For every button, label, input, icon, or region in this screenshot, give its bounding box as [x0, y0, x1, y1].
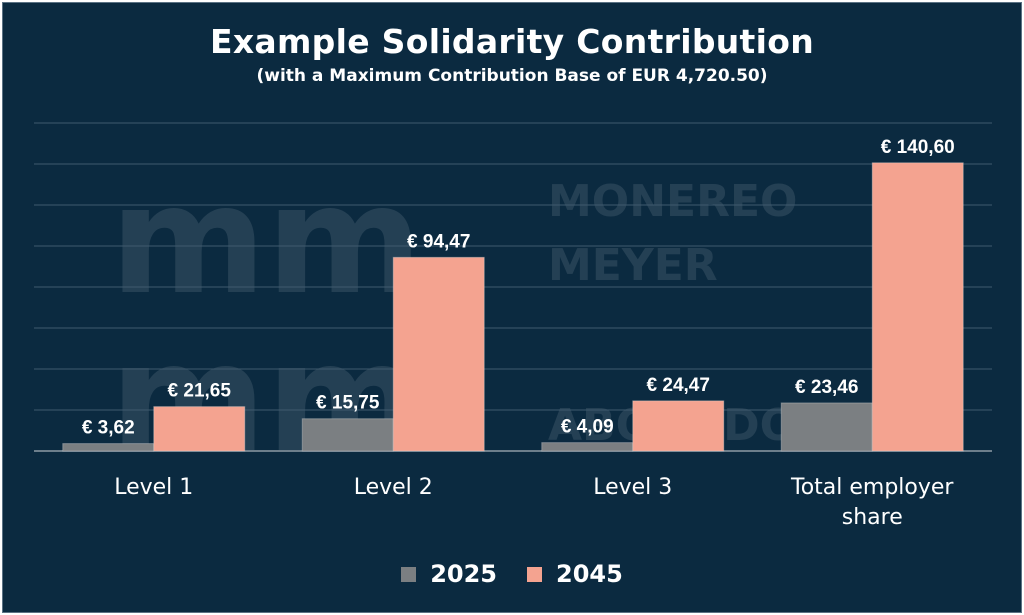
bar-2045-4	[871, 162, 964, 452]
bars	[62, 162, 964, 452]
legend-label-2045: 2045	[556, 560, 623, 588]
legend-item-2045: 2045	[527, 560, 623, 588]
legend-item-2025: 2025	[401, 560, 497, 588]
data-labels: € 3,62 € 21,65 € 15,75 € 94,47 € 4,09 € 24,47…	[82, 137, 955, 439]
bar-2045-2	[392, 256, 485, 452]
bar-2045-3	[632, 400, 725, 452]
watermark-text-line: MEYER	[548, 240, 718, 291]
x-tick-label-1: Level 1	[114, 475, 193, 500]
data-label-2025-1: € 3,62	[82, 418, 135, 439]
bar-2025-1	[62, 443, 155, 452]
data-label-2025-2: € 15,75	[316, 393, 380, 414]
bar-2025-3	[541, 442, 634, 452]
legend-swatch-2025	[401, 566, 417, 582]
watermark-text-line: MONEREO	[548, 176, 797, 227]
legend-label-2025: 2025	[430, 560, 497, 588]
chart-title: Example Solidarity Contribution	[209, 22, 814, 61]
bar-2045-1	[153, 406, 246, 452]
x-tick-labels: Level 1 Level 2 Level 3 Total employer share	[114, 475, 954, 530]
watermark-logo: mm	[110, 312, 423, 486]
data-label-2045-4: € 140,60	[881, 137, 955, 158]
chart-subtitle: (with a Maximum Contribution Base of EUR…	[256, 66, 768, 86]
x-tick-label-2: Level 2	[354, 475, 433, 500]
x-tick-label-3: Level 3	[593, 475, 672, 500]
data-label-2045-2: € 94,47	[407, 231, 470, 252]
bar-2025-2	[301, 418, 394, 452]
legend: 2025 2045	[0, 560, 1024, 588]
bar-2025-4	[780, 402, 873, 452]
data-label-2025-3: € 4,09	[561, 417, 614, 438]
data-label-2045-1: € 21,65	[168, 381, 232, 402]
legend-swatch-2045	[527, 566, 542, 582]
data-label-2025-4: € 23,46	[795, 377, 858, 398]
data-label-2045-3: € 24,47	[647, 375, 710, 396]
x-tick-label-4: Total employer share	[790, 475, 954, 530]
watermark-logo: mm	[110, 154, 423, 328]
